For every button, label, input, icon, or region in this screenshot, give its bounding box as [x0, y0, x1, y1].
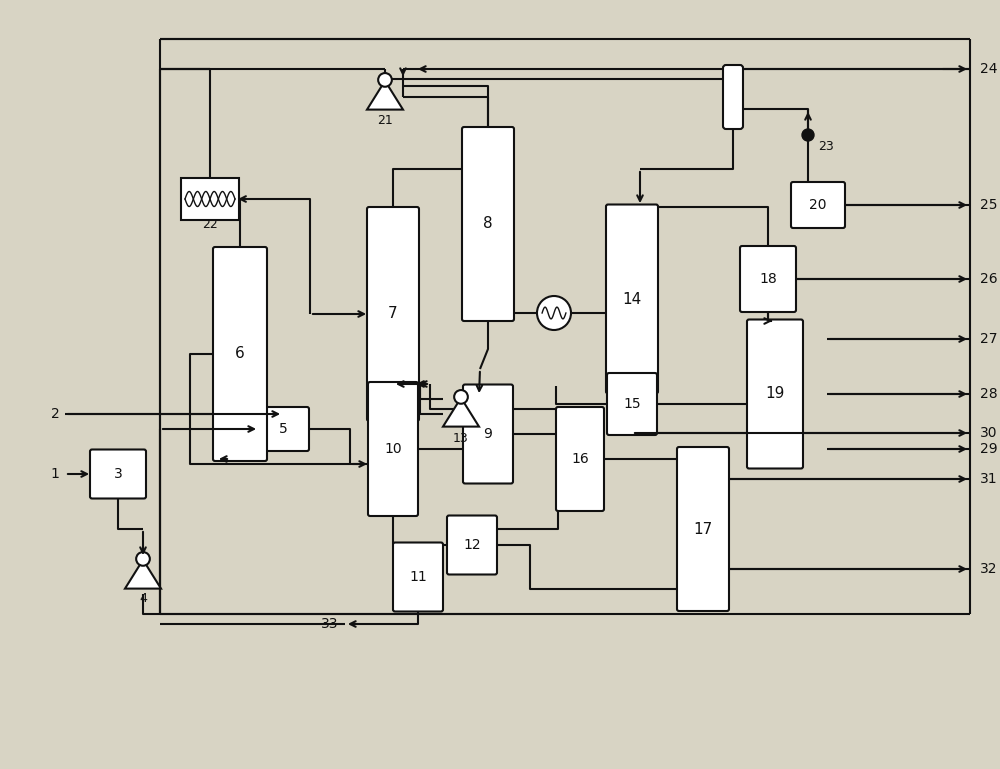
Text: 15: 15	[623, 397, 641, 411]
Text: 30: 30	[980, 426, 998, 440]
FancyBboxPatch shape	[606, 205, 658, 394]
FancyBboxPatch shape	[257, 407, 309, 451]
Text: 20: 20	[809, 198, 827, 212]
Text: 29: 29	[980, 442, 998, 456]
FancyBboxPatch shape	[393, 542, 443, 611]
Polygon shape	[443, 398, 479, 427]
Text: 13: 13	[453, 432, 469, 445]
Text: 2: 2	[51, 407, 59, 421]
Text: 10: 10	[384, 442, 402, 456]
FancyBboxPatch shape	[463, 384, 513, 484]
Text: 28: 28	[980, 387, 998, 401]
Text: 32: 32	[980, 562, 998, 576]
FancyBboxPatch shape	[447, 515, 497, 574]
Text: 31: 31	[980, 472, 998, 486]
FancyBboxPatch shape	[90, 450, 146, 498]
Text: 4: 4	[139, 592, 147, 605]
FancyBboxPatch shape	[368, 382, 418, 516]
Text: 26: 26	[980, 272, 998, 286]
Text: 33: 33	[321, 617, 339, 631]
Text: 21: 21	[377, 115, 393, 128]
FancyBboxPatch shape	[740, 246, 796, 312]
Text: 18: 18	[759, 272, 777, 286]
Text: 17: 17	[693, 521, 713, 537]
Circle shape	[136, 552, 150, 566]
Text: 14: 14	[622, 291, 642, 307]
Text: 25: 25	[980, 198, 998, 212]
Text: 27: 27	[980, 332, 998, 346]
FancyBboxPatch shape	[462, 127, 514, 321]
FancyBboxPatch shape	[607, 373, 657, 435]
Text: 5: 5	[279, 422, 287, 436]
Text: 7: 7	[388, 307, 398, 321]
Circle shape	[802, 129, 814, 141]
Text: 24: 24	[980, 62, 998, 76]
Polygon shape	[367, 81, 403, 110]
Text: 12: 12	[463, 538, 481, 552]
FancyBboxPatch shape	[367, 207, 419, 421]
Text: 19: 19	[765, 387, 785, 401]
Text: 23: 23	[818, 141, 834, 154]
Text: 9: 9	[484, 427, 492, 441]
FancyBboxPatch shape	[181, 178, 239, 220]
Text: 3: 3	[114, 467, 122, 481]
Text: 22: 22	[202, 218, 218, 231]
Circle shape	[537, 296, 571, 330]
FancyBboxPatch shape	[677, 447, 729, 611]
FancyBboxPatch shape	[791, 182, 845, 228]
Text: 11: 11	[409, 570, 427, 584]
Text: 8: 8	[483, 217, 493, 231]
Text: 16: 16	[571, 452, 589, 466]
FancyBboxPatch shape	[213, 247, 267, 461]
FancyBboxPatch shape	[747, 319, 803, 468]
Circle shape	[378, 73, 392, 87]
FancyBboxPatch shape	[723, 65, 743, 129]
Text: 1: 1	[51, 467, 59, 481]
Circle shape	[454, 390, 468, 404]
Text: 6: 6	[235, 347, 245, 361]
FancyBboxPatch shape	[556, 407, 604, 511]
Polygon shape	[125, 560, 161, 588]
